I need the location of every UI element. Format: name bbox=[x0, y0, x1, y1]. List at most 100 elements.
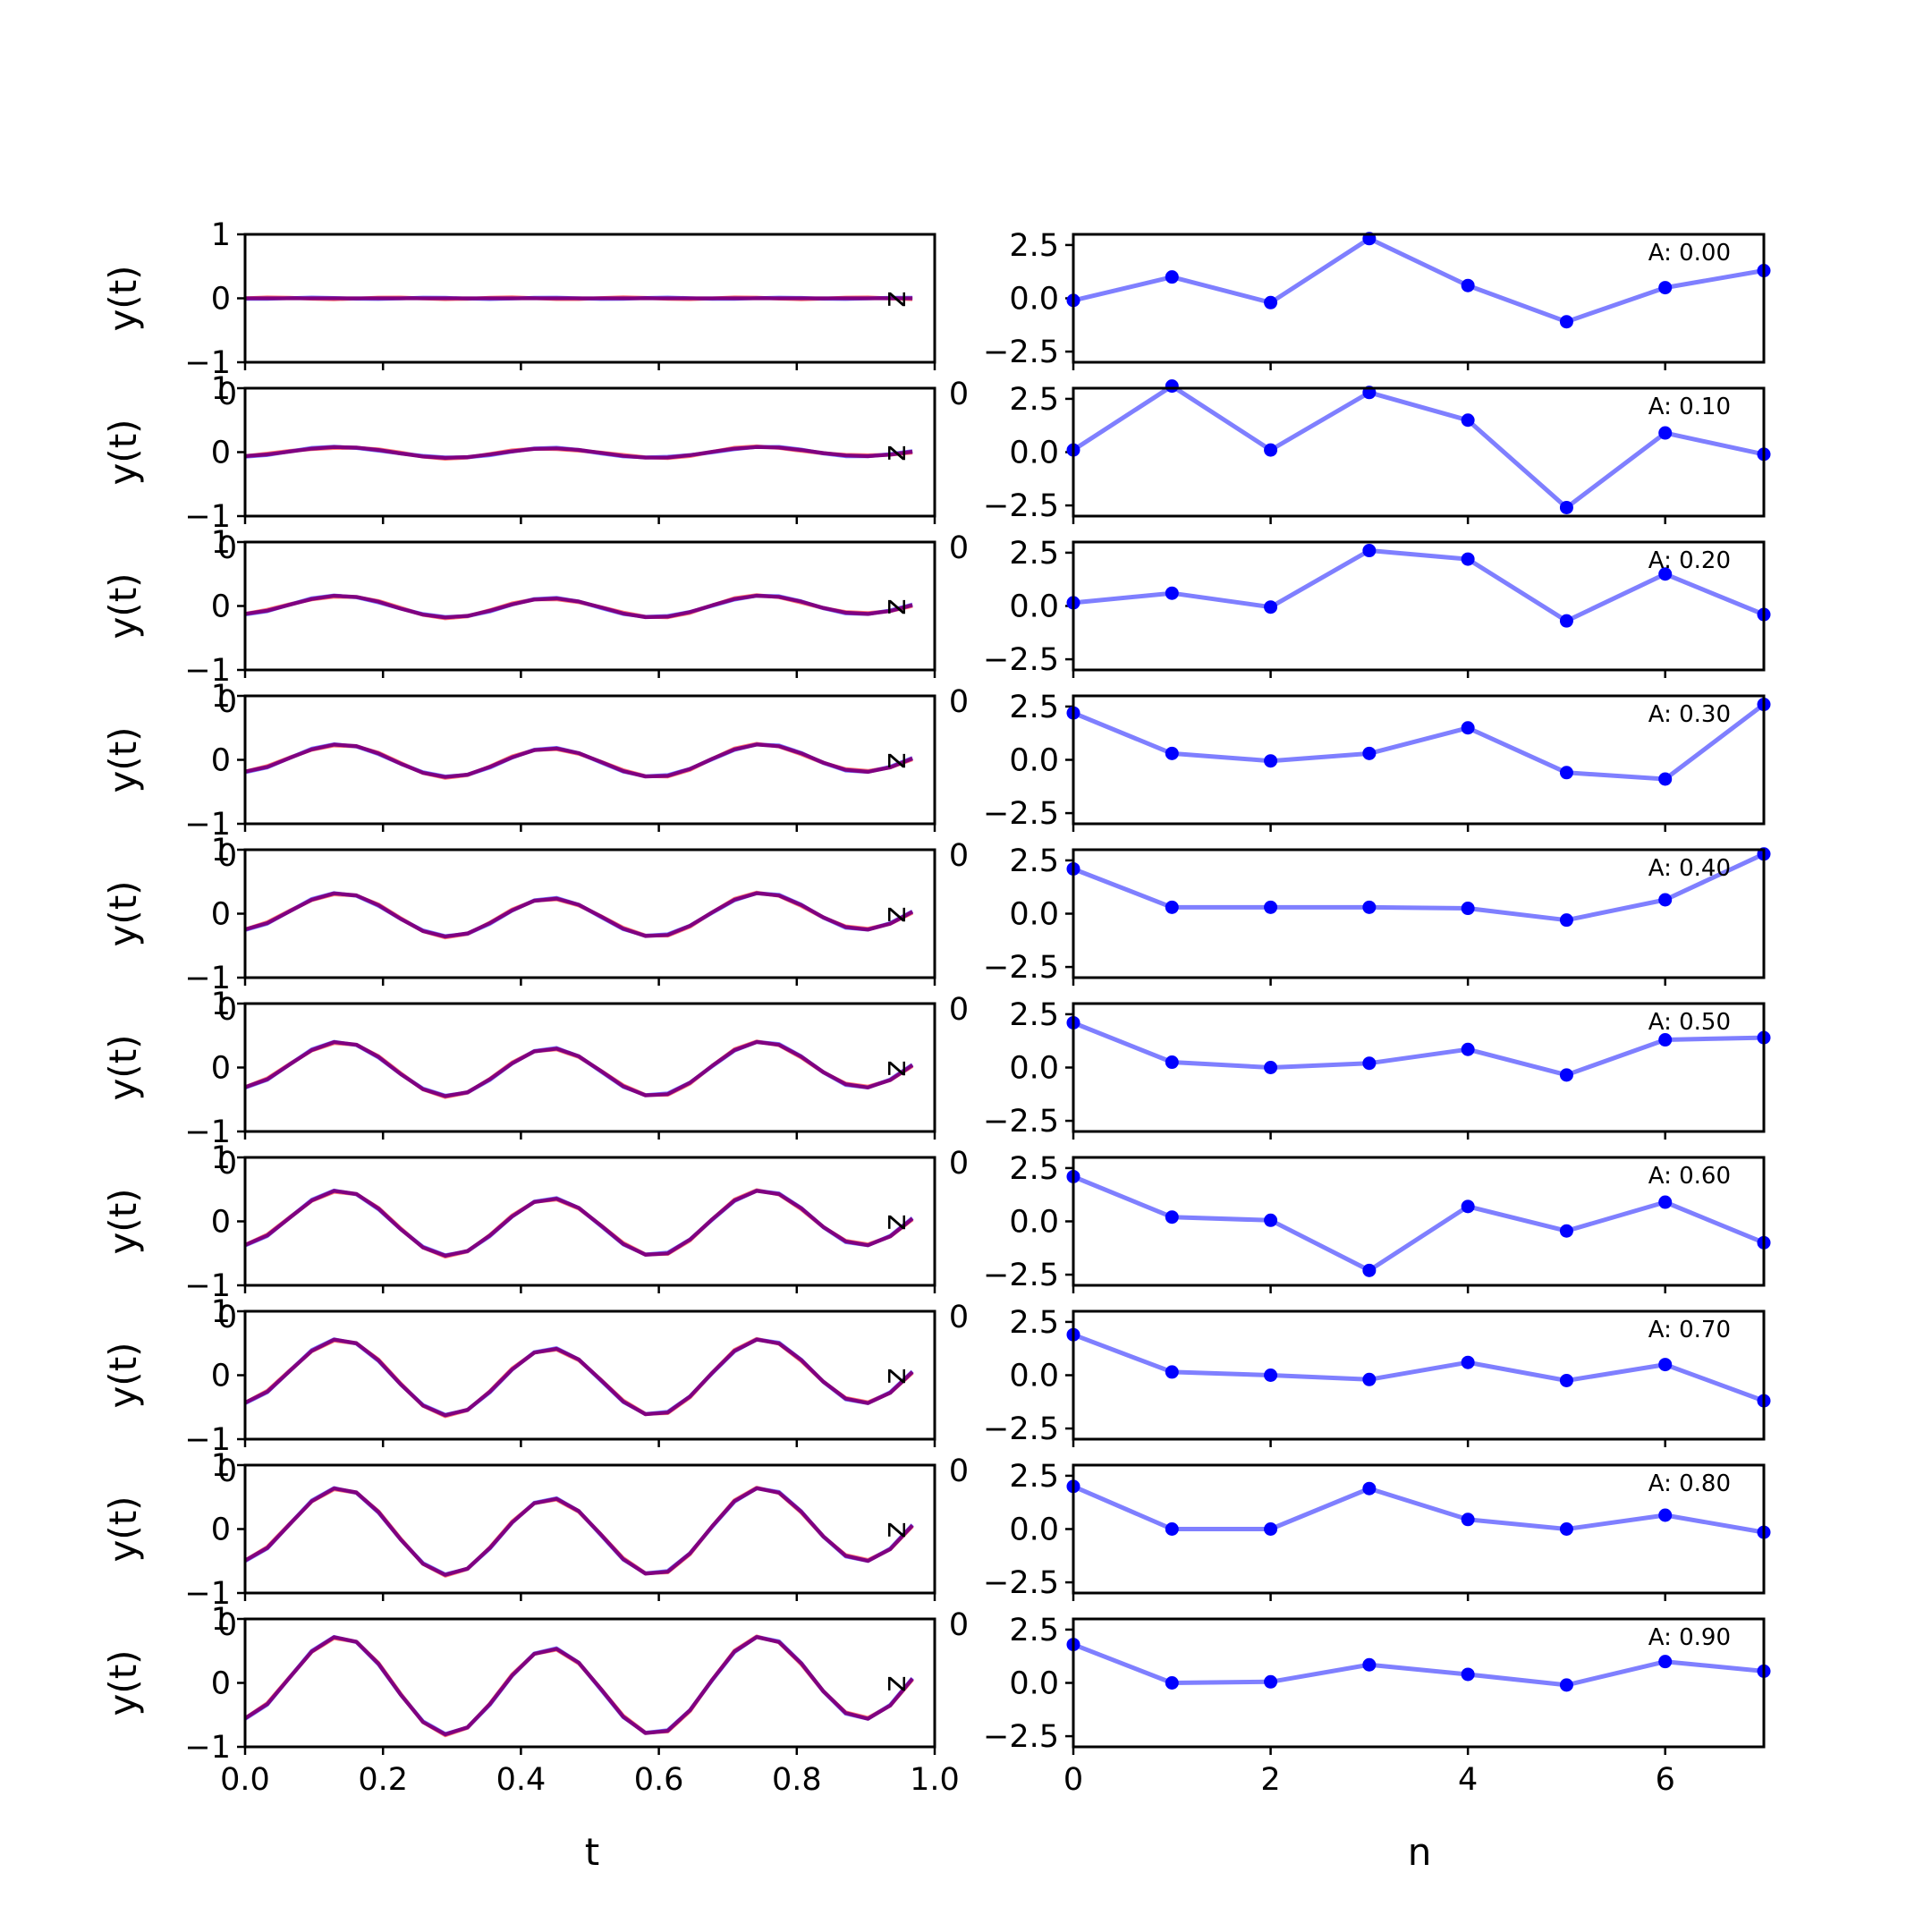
left-y-tick-label: 0 bbox=[211, 743, 231, 779]
right-overlap-label: 0 bbox=[949, 377, 969, 412]
left-series-line-1 bbox=[244, 1039, 914, 1098]
left-x-tick-label: 0.6 bbox=[634, 1762, 684, 1798]
left-overlap-label: 0 bbox=[217, 530, 237, 566]
right-data-point bbox=[1362, 746, 1377, 760]
right-amplitude-annotation: A: 0.50 bbox=[1648, 1009, 1731, 1036]
right-data-point bbox=[1264, 295, 1278, 309]
right-data-point bbox=[1165, 1676, 1179, 1690]
right-data-point bbox=[1165, 900, 1179, 914]
right-data-point bbox=[1559, 315, 1573, 329]
right-overlap-label: 0 bbox=[949, 1300, 969, 1335]
right-series-line bbox=[1072, 1642, 1765, 1688]
left-axes-frame bbox=[243, 1156, 936, 1287]
left-y-axis-label: y(t) bbox=[101, 880, 145, 946]
right-data-point bbox=[1264, 754, 1278, 768]
right-subplot-5: −2.5 0.0 2.5 0 A: 0.50 bbox=[949, 997, 1771, 1182]
left-y-axis-label: y(t) bbox=[101, 265, 145, 331]
right-x-tick-label: 0 bbox=[1063, 1762, 1083, 1798]
right-data-point bbox=[1461, 552, 1475, 566]
left-y-tick-label: 1 bbox=[211, 679, 231, 715]
left-axes-frame bbox=[243, 848, 936, 979]
left-y-tick-label: 0 bbox=[211, 1513, 231, 1548]
x-axis-label-n: n bbox=[1408, 1830, 1432, 1874]
right-overlap-label: 0 bbox=[949, 1453, 969, 1489]
right-series-line bbox=[1072, 702, 1766, 782]
right-data-point bbox=[1461, 1042, 1475, 1056]
right-subplot-0: −2.5 0.0 2.5 0 A: 0.00 bbox=[949, 228, 1771, 412]
left-series-line-0 bbox=[244, 1039, 914, 1099]
right-data-point bbox=[1264, 1674, 1278, 1689]
left-axes-frame bbox=[243, 1309, 936, 1441]
left-y-axis-label: y(t) bbox=[101, 419, 145, 485]
left-y-tick-label: 0 bbox=[211, 589, 231, 625]
right-data-point bbox=[1658, 426, 1673, 440]
right-data-point bbox=[1559, 766, 1573, 780]
left-y-tick-label: 1 bbox=[211, 371, 231, 407]
left-side-label: z bbox=[877, 1521, 913, 1538]
left-y-tick-label: −1 bbox=[184, 1576, 231, 1612]
right-data-point bbox=[1362, 1372, 1377, 1386]
right-y-tick-label: 0.0 bbox=[1009, 743, 1059, 779]
right-y-tick-label: 2.5 bbox=[1009, 690, 1059, 725]
left-side-label: z bbox=[877, 291, 913, 307]
left-side-label: z bbox=[877, 752, 913, 768]
right-data-point bbox=[1264, 1368, 1278, 1382]
right-data-point bbox=[1559, 1678, 1573, 1692]
right-data-point bbox=[1165, 1055, 1179, 1070]
left-y-tick-label: 1 bbox=[211, 1602, 231, 1638]
left-axes-frame bbox=[243, 233, 936, 364]
left-series-line-1 bbox=[243, 1634, 914, 1736]
left-series-line-0 bbox=[244, 1188, 914, 1259]
right-series-line bbox=[1072, 1332, 1765, 1403]
right-data-point bbox=[1461, 1199, 1475, 1214]
right-axes-frame bbox=[1072, 694, 1766, 826]
right-data-point bbox=[1264, 900, 1278, 914]
right-y-tick-label: 2.5 bbox=[1009, 997, 1059, 1033]
left-side-label: z bbox=[877, 1060, 913, 1076]
left-axes-frame bbox=[243, 540, 936, 672]
right-amplitude-annotation: A: 0.90 bbox=[1648, 1624, 1731, 1651]
right-amplitude-annotation: A: 0.60 bbox=[1648, 1163, 1731, 1190]
right-subplot-7: −2.5 0.0 2.5 0 A: 0.70 bbox=[949, 1305, 1771, 1489]
right-axes-frame bbox=[1072, 1002, 1766, 1133]
left-side-label: z bbox=[877, 445, 913, 461]
left-series-line-0 bbox=[244, 741, 913, 780]
left-y-tick-label: −1 bbox=[184, 1268, 231, 1304]
left-axes-frame bbox=[243, 1617, 936, 1749]
left-x-tick-label: 0.2 bbox=[358, 1762, 408, 1798]
left-side-label: z bbox=[877, 1675, 913, 1691]
right-column: −2.50.02.50A: 0.00 −2.5 0.0 2.5 0 A: 0.10 −2.5… bbox=[949, 228, 1771, 1798]
left-y-axis-label: y(t) bbox=[101, 1034, 145, 1100]
right-data-point bbox=[1461, 278, 1475, 292]
left-y-tick-label: 0 bbox=[211, 1051, 231, 1087]
left-series-line-2 bbox=[244, 445, 913, 460]
right-y-tick-label: 0.0 bbox=[1009, 1205, 1059, 1241]
right-data-point bbox=[1362, 544, 1377, 558]
left-x-tick-label: 0.0 bbox=[220, 1762, 270, 1798]
left-series-line-2 bbox=[244, 1189, 914, 1258]
left-series-line-0 bbox=[243, 1486, 914, 1578]
left-y-tick-label: −1 bbox=[184, 345, 231, 381]
left-y-tick-label: 0 bbox=[211, 897, 231, 933]
right-y-tick-label: 2.5 bbox=[1009, 536, 1059, 572]
left-series-line-2 bbox=[244, 742, 913, 779]
right-amplitude-annotation: A: 0.10 bbox=[1648, 394, 1731, 420]
right-data-point bbox=[1461, 1355, 1475, 1369]
right-data-point bbox=[1658, 772, 1673, 786]
right-data-point bbox=[1264, 600, 1278, 614]
right-y-tick-label: −2.5 bbox=[983, 488, 1059, 524]
right-amplitude-annotation: A: 0.40 bbox=[1648, 855, 1731, 882]
right-y-tick-label: 2.5 bbox=[1009, 382, 1059, 418]
left-y-tick-label: −1 bbox=[184, 653, 231, 689]
right-subplot-9: −2.5 0.0 2.5 0 2 4 6 A: 0.90 bbox=[983, 1613, 1771, 1798]
left-series-line-1 bbox=[244, 1188, 914, 1258]
right-data-point bbox=[1165, 270, 1179, 284]
left-overlap-label: 0 bbox=[217, 838, 237, 874]
left-y-tick-label: 1 bbox=[211, 1140, 231, 1176]
right-overlap-label: 0 bbox=[949, 1607, 969, 1643]
right-data-point bbox=[1559, 614, 1573, 628]
